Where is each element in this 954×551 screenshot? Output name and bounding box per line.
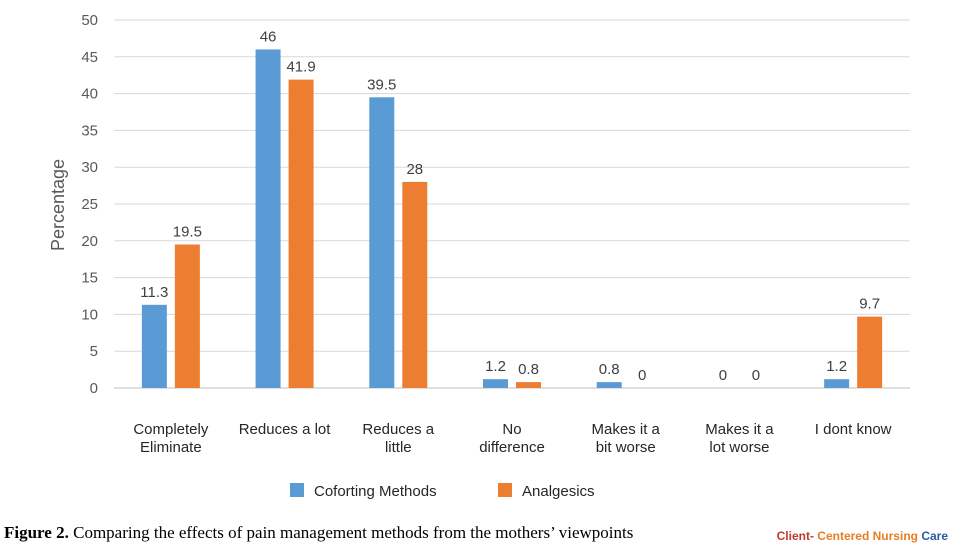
data-label: 0 — [719, 367, 727, 384]
y-tick-label: 30 — [81, 159, 98, 176]
y-tick-label: 15 — [81, 270, 98, 287]
category-label: No difference — [479, 421, 545, 456]
figure-caption: Figure 2. Comparing the effects of pain … — [4, 523, 633, 543]
brand-part-4: Care — [921, 529, 948, 543]
bar-analgesics — [516, 382, 541, 388]
legend: Coforting Methods Analgesics — [290, 483, 595, 500]
data-label: 11.3 — [140, 284, 168, 301]
data-label: 39.5 — [367, 76, 396, 93]
brand-part-3: Nursing — [872, 529, 922, 543]
category-label: Makes it a lot worse — [705, 421, 774, 456]
bar-comforting — [369, 97, 395, 388]
data-label: 0 — [638, 367, 646, 384]
data-label: 19.5 — [173, 223, 202, 240]
y-tick-label: 10 — [81, 306, 98, 323]
category-label: Reduces a little — [362, 421, 434, 456]
bar-analgesics — [288, 79, 314, 388]
category-label: Completely Eliminate — [133, 421, 209, 456]
category-label: Makes it a bit worse — [592, 421, 661, 456]
category-label: Reduces a lot — [239, 421, 332, 438]
category-label: I dont know — [815, 421, 892, 438]
legend-entry: Analgesics — [522, 483, 595, 500]
legend-entry: Coforting Methods — [314, 483, 437, 500]
data-label: 1.2 — [485, 358, 506, 375]
y-tick-label: 50 — [81, 12, 98, 29]
legend-swatch — [498, 483, 512, 497]
y-axis-ticks: 0 5 10 15 20 25 30 35 40 45 50 — [81, 12, 98, 397]
y-tick-label: 25 — [81, 196, 98, 213]
bar-comforting — [255, 49, 281, 388]
bar-comforting — [596, 382, 622, 388]
caption-label: Figure 2. — [4, 523, 69, 542]
y-tick-label: 5 — [90, 343, 98, 360]
brand-part-1: Client- — [776, 529, 818, 543]
y-tick-label: 35 — [81, 122, 98, 139]
data-label: 0 — [752, 367, 760, 384]
bar-analgesics — [174, 244, 200, 388]
bar-comforting — [483, 379, 508, 388]
y-tick-label: 40 — [81, 86, 98, 103]
data-label: 46 — [260, 28, 277, 45]
y-tick-label: 0 — [90, 380, 98, 397]
bar-analgesics — [857, 316, 883, 388]
y-tick-label: 20 — [81, 233, 98, 250]
caption-text: Comparing the effects of pain management… — [68, 523, 634, 542]
bar-analgesics — [402, 181, 428, 388]
data-label: 28 — [406, 161, 423, 178]
data-label: 0.8 — [599, 361, 620, 378]
bar-chart: 0 5 10 15 20 25 30 35 40 45 50 Percentage 11.3 19.5… — [48, 12, 910, 500]
data-label: 1.2 — [826, 358, 847, 375]
bar-comforting — [141, 304, 167, 388]
y-axis-label: Percentage — [48, 159, 68, 251]
bar-comforting — [824, 379, 850, 388]
category-labels: Completely Eliminate Reduces a lot Reduces … — [133, 421, 891, 456]
journal-brand: Client- Centered Nursing Care — [777, 529, 948, 543]
gridlines — [114, 19, 910, 389]
y-tick-label: 45 — [81, 49, 98, 66]
data-label: 41.9 — [286, 59, 315, 76]
data-label: 9.7 — [859, 296, 880, 313]
legend-swatch — [290, 483, 304, 497]
data-labels: 11.3 19.5 46 41.9 39.5 28 1.2 0.8 0.8 0 0 0 1.2 9.7 — [140, 28, 880, 384]
brand-part-2: Centered — [817, 529, 873, 543]
data-label: 0.8 — [518, 361, 539, 378]
bars — [141, 49, 883, 388]
